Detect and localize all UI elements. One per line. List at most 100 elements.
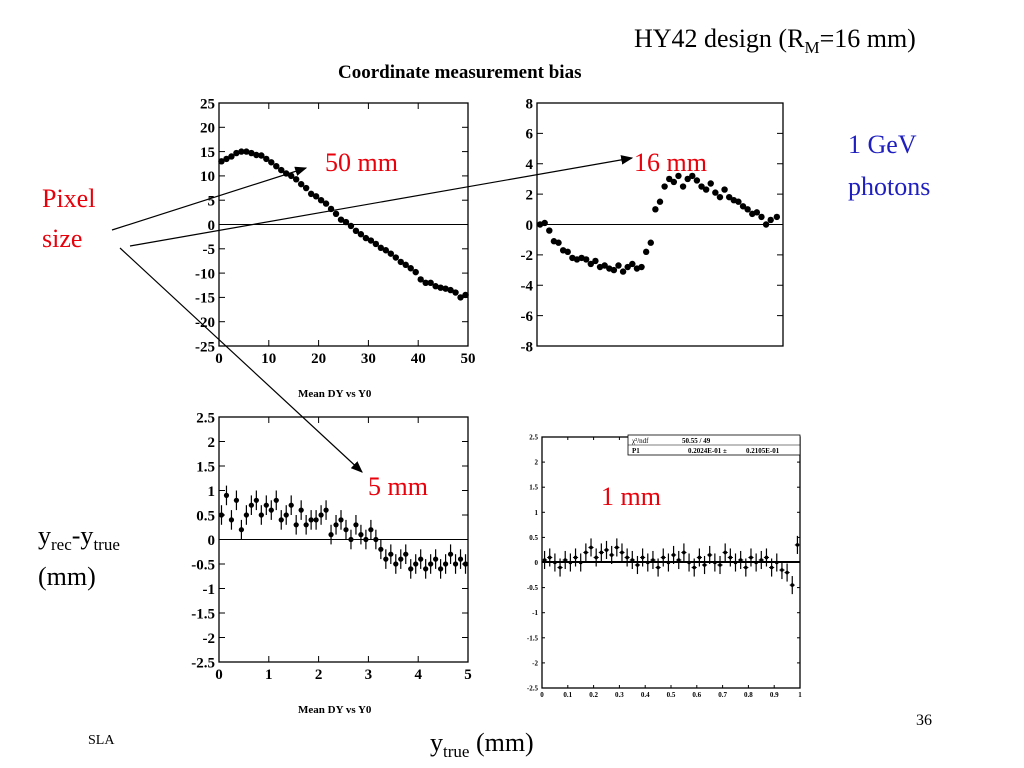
data-point: [625, 555, 629, 560]
data-point: [609, 553, 614, 557]
data-point: [332, 210, 340, 218]
y-tick-label: -2.5: [527, 684, 539, 692]
data-point: [353, 522, 359, 528]
data-point: [413, 561, 419, 567]
data-point: [676, 558, 681, 562]
x-tick-label: 4: [414, 667, 422, 683]
data-point: [647, 239, 654, 246]
page-number: 36: [916, 712, 932, 729]
data-point: [666, 175, 673, 183]
data-point: [679, 183, 687, 190]
data-point: [303, 522, 309, 528]
x-tick-label: 0: [215, 351, 223, 367]
arrow-to-16mm: [129, 155, 634, 247]
data-point: [373, 536, 379, 543]
data-point: [422, 279, 429, 287]
data-point: [313, 517, 319, 523]
data-point: [268, 507, 274, 513]
y-tick-label: -2: [521, 248, 534, 264]
y-tick-label: 5: [208, 193, 216, 209]
data-point: [790, 583, 795, 587]
data-point: [328, 532, 334, 538]
data-point: [302, 184, 310, 192]
data-point: [707, 180, 714, 187]
data-point: [423, 566, 429, 572]
data-point: [620, 550, 624, 555]
data-point: [713, 560, 717, 565]
data-point: [243, 512, 249, 518]
data-point: [457, 294, 464, 301]
data-point: [438, 566, 444, 572]
y-tick-label: 4: [526, 157, 534, 173]
data-point: [452, 289, 459, 296]
data-point: [427, 279, 434, 287]
data-point: [253, 497, 259, 503]
data-point: [666, 560, 671, 565]
y-tick-label: -1: [532, 609, 538, 617]
data-point: [263, 155, 270, 163]
plot-5mm: -2.5 -2 -1.5 -1 -0.5 0 0.5 1 1.5 2 2.5 0 1 2 3 4 5: [191, 410, 472, 683]
data-point: [408, 566, 414, 572]
data-point: [383, 556, 389, 562]
y-tick-label: 1: [535, 509, 539, 517]
data-point: [578, 560, 583, 565]
data-point: [773, 213, 781, 221]
y-tick-label: 1.5: [529, 484, 538, 492]
y-tick-label: 10: [200, 169, 215, 185]
y-tick-label: 6: [526, 127, 534, 143]
data-point: [407, 265, 414, 272]
data-point: [343, 527, 349, 533]
data-point: [689, 172, 696, 180]
data-point: [744, 565, 748, 570]
data-point: [323, 507, 329, 513]
label-50mm: 50 mm: [325, 148, 398, 177]
y-tick-label: 0: [535, 559, 539, 567]
y-tick-label: 1.5: [196, 459, 215, 475]
x-tick-label: 1: [265, 667, 273, 683]
data-point: [403, 551, 409, 557]
data-point: [412, 268, 419, 276]
arrow-to-5mm: [119, 247, 363, 473]
data-point: [635, 563, 640, 567]
energy-label-2: photons: [848, 172, 931, 201]
data-point: [437, 284, 444, 291]
data-point: [273, 497, 279, 503]
data-point: [587, 260, 595, 268]
data-point: [447, 551, 454, 557]
data-point: [725, 193, 733, 201]
x-tick-label: 0: [215, 667, 223, 683]
data-point: [630, 558, 635, 562]
data-point: [754, 560, 758, 565]
data-point: [558, 565, 562, 570]
data-point: [541, 219, 548, 227]
data-point: [671, 553, 676, 557]
data-point: [568, 560, 573, 565]
y-tick-label: -8: [521, 339, 534, 355]
data-point: [589, 545, 593, 550]
data-point: [288, 172, 295, 180]
y-tick-label: -15: [195, 291, 215, 307]
data-point: [785, 570, 789, 575]
data-point: [640, 555, 645, 560]
data-point: [564, 248, 571, 256]
y-tick-label: -4: [521, 279, 534, 295]
data-point: [372, 240, 380, 248]
x-tick-label: 0.3: [615, 691, 624, 699]
data-point: [432, 283, 439, 290]
data-point: [377, 244, 385, 252]
y-tick-label: 20: [200, 121, 215, 137]
x-tick-label: 3: [365, 667, 373, 683]
data-point: [218, 158, 225, 165]
data-point: [233, 497, 240, 503]
data-point: [769, 565, 774, 570]
stats-chi2-value: 50.55 / 49: [682, 437, 711, 445]
data-point: [228, 517, 235, 523]
data-point: [698, 183, 705, 190]
data-point: [604, 548, 609, 552]
data-point: [393, 561, 399, 567]
y-tick-label: 0.5: [196, 508, 215, 524]
data-point: [418, 556, 424, 562]
x-tick-label: 0.8: [744, 691, 753, 699]
data-point: [387, 250, 395, 257]
y-tick-label: 2: [535, 459, 539, 467]
